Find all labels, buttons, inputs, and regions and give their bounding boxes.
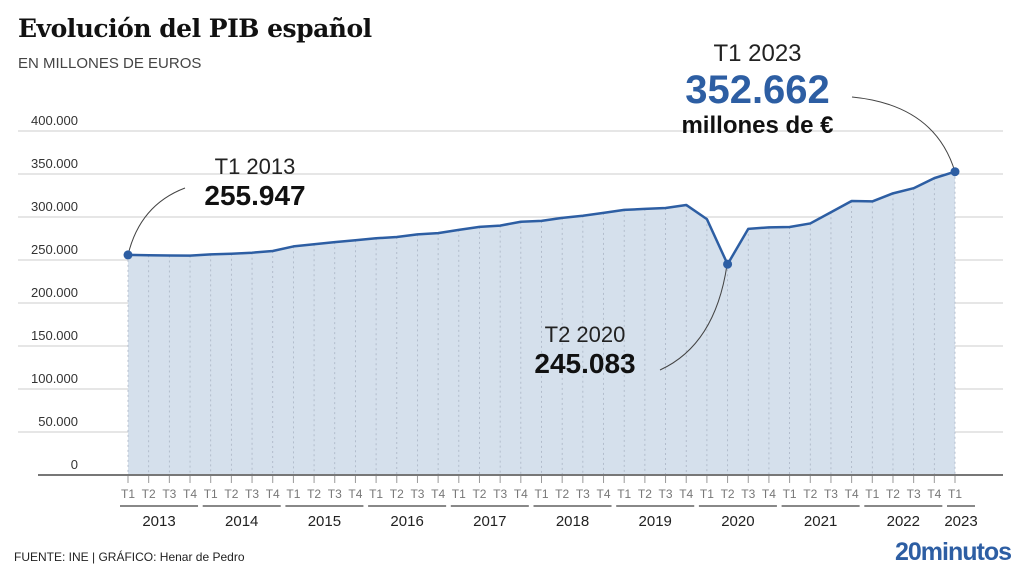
x-tick-label: T4 <box>431 487 445 501</box>
x-tick-label: T1 <box>369 487 383 501</box>
x-tick-label: T1 <box>286 487 300 501</box>
annotation-min: T2 2020 245.083 <box>510 322 660 380</box>
highlight-point <box>123 250 133 260</box>
annotation-leader <box>851 96 956 173</box>
highlight-point <box>950 167 960 177</box>
chart-title: Evolución del PIB español <box>18 14 372 43</box>
x-tick-label: T3 <box>824 487 838 501</box>
x-tick-label: T1 <box>452 487 466 501</box>
x-tick-label: T1 <box>865 487 879 501</box>
x-tick-label: T4 <box>183 487 197 501</box>
annotation-start-label: T1 2013 <box>214 154 296 179</box>
x-tick-label: T1 <box>204 487 218 501</box>
x-tick-label: T4 <box>348 487 362 501</box>
x-tick-label: T4 <box>679 487 693 501</box>
x-tick-label: T3 <box>659 487 673 501</box>
x-tick-label: T2 <box>390 487 404 501</box>
x-tick-label: T2 <box>803 487 817 501</box>
x-tick-label: T3 <box>410 487 424 501</box>
x-tick-label: T4 <box>266 487 280 501</box>
y-tick-label: 350.000 <box>31 156 78 171</box>
annotation-min-label: T2 2020 <box>544 322 626 347</box>
x-tick-label: T4 <box>762 487 776 501</box>
annotation-end-label: T1 2023 <box>713 40 802 67</box>
x-tick-label: T2 <box>555 487 569 501</box>
x-tick-label: T2 <box>886 487 900 501</box>
y-tick-label: 250.000 <box>31 242 78 257</box>
x-tick-label: T1 <box>617 487 631 501</box>
year-label: 2023 <box>944 513 977 530</box>
x-tick-label: T3 <box>162 487 176 501</box>
annotation-start: T1 2013 255.947 <box>180 154 330 212</box>
year-label: 2022 <box>887 513 920 530</box>
x-tick-label: T3 <box>741 487 755 501</box>
x-tick-label: T1 <box>948 487 962 501</box>
year-label: 2015 <box>308 513 341 530</box>
x-tick-label: T3 <box>907 487 921 501</box>
x-tick-label: T4 <box>597 487 611 501</box>
year-label: 2019 <box>639 513 672 530</box>
x-tick-label: T2 <box>307 487 321 501</box>
x-tick-label: T1 <box>783 487 797 501</box>
annotation-leader <box>659 264 728 371</box>
annotation-leader <box>127 187 186 256</box>
x-tick-label: T2 <box>638 487 652 501</box>
x-tick-label: T2 <box>142 487 156 501</box>
y-tick-label: 200.000 <box>31 285 78 300</box>
brand-logo: 20minutos <box>894 538 1012 566</box>
x-tick-label: T3 <box>328 487 342 501</box>
x-tick-label: T2 <box>472 487 486 501</box>
highlight-point <box>723 259 733 269</box>
x-tick-label: T1 <box>121 487 135 501</box>
y-tick-label: 150.000 <box>31 328 78 343</box>
annotation-min-value: 245.083 <box>534 348 636 379</box>
series-line <box>127 170 956 266</box>
x-tick-label: T1 <box>534 487 548 501</box>
x-tick-label: T4 <box>845 487 859 501</box>
x-tick-label: T3 <box>493 487 507 501</box>
y-tick-label: 300.000 <box>31 199 78 214</box>
annotation-end: T1 2023 352.662 millones de € <box>650 40 865 140</box>
year-label: 2013 <box>142 513 175 530</box>
year-label: 2020 <box>721 513 754 530</box>
year-label: 2016 <box>390 513 423 530</box>
x-tick-label: T4 <box>514 487 528 501</box>
x-tick-label: T3 <box>245 487 259 501</box>
x-tick-label: T2 <box>721 487 735 501</box>
x-tick-label: T1 <box>700 487 714 501</box>
year-label: 2017 <box>473 513 506 530</box>
year-label: 2021 <box>804 513 837 530</box>
y-tick-label: 400.000 <box>31 113 78 128</box>
x-tick-label: T3 <box>576 487 590 501</box>
annotation-start-value: 255.947 <box>204 180 306 211</box>
x-tick-label: T2 <box>224 487 238 501</box>
annotation-end-unit: millones de € <box>681 112 834 139</box>
year-label: 2014 <box>225 513 258 530</box>
y-tick-label: 0 <box>71 457 78 472</box>
source-credit: FUENTE: INE | GRÁFICO: Henar de Pedro <box>14 550 245 564</box>
y-tick-label: 50.000 <box>38 414 78 429</box>
y-tick-label: 100.000 <box>31 371 78 386</box>
year-label: 2018 <box>556 513 589 530</box>
annotation-end-value: 352.662 <box>685 68 830 112</box>
x-tick-label: T4 <box>927 487 941 501</box>
chart-subtitle: EN MILLONES DE EUROS <box>18 55 202 72</box>
